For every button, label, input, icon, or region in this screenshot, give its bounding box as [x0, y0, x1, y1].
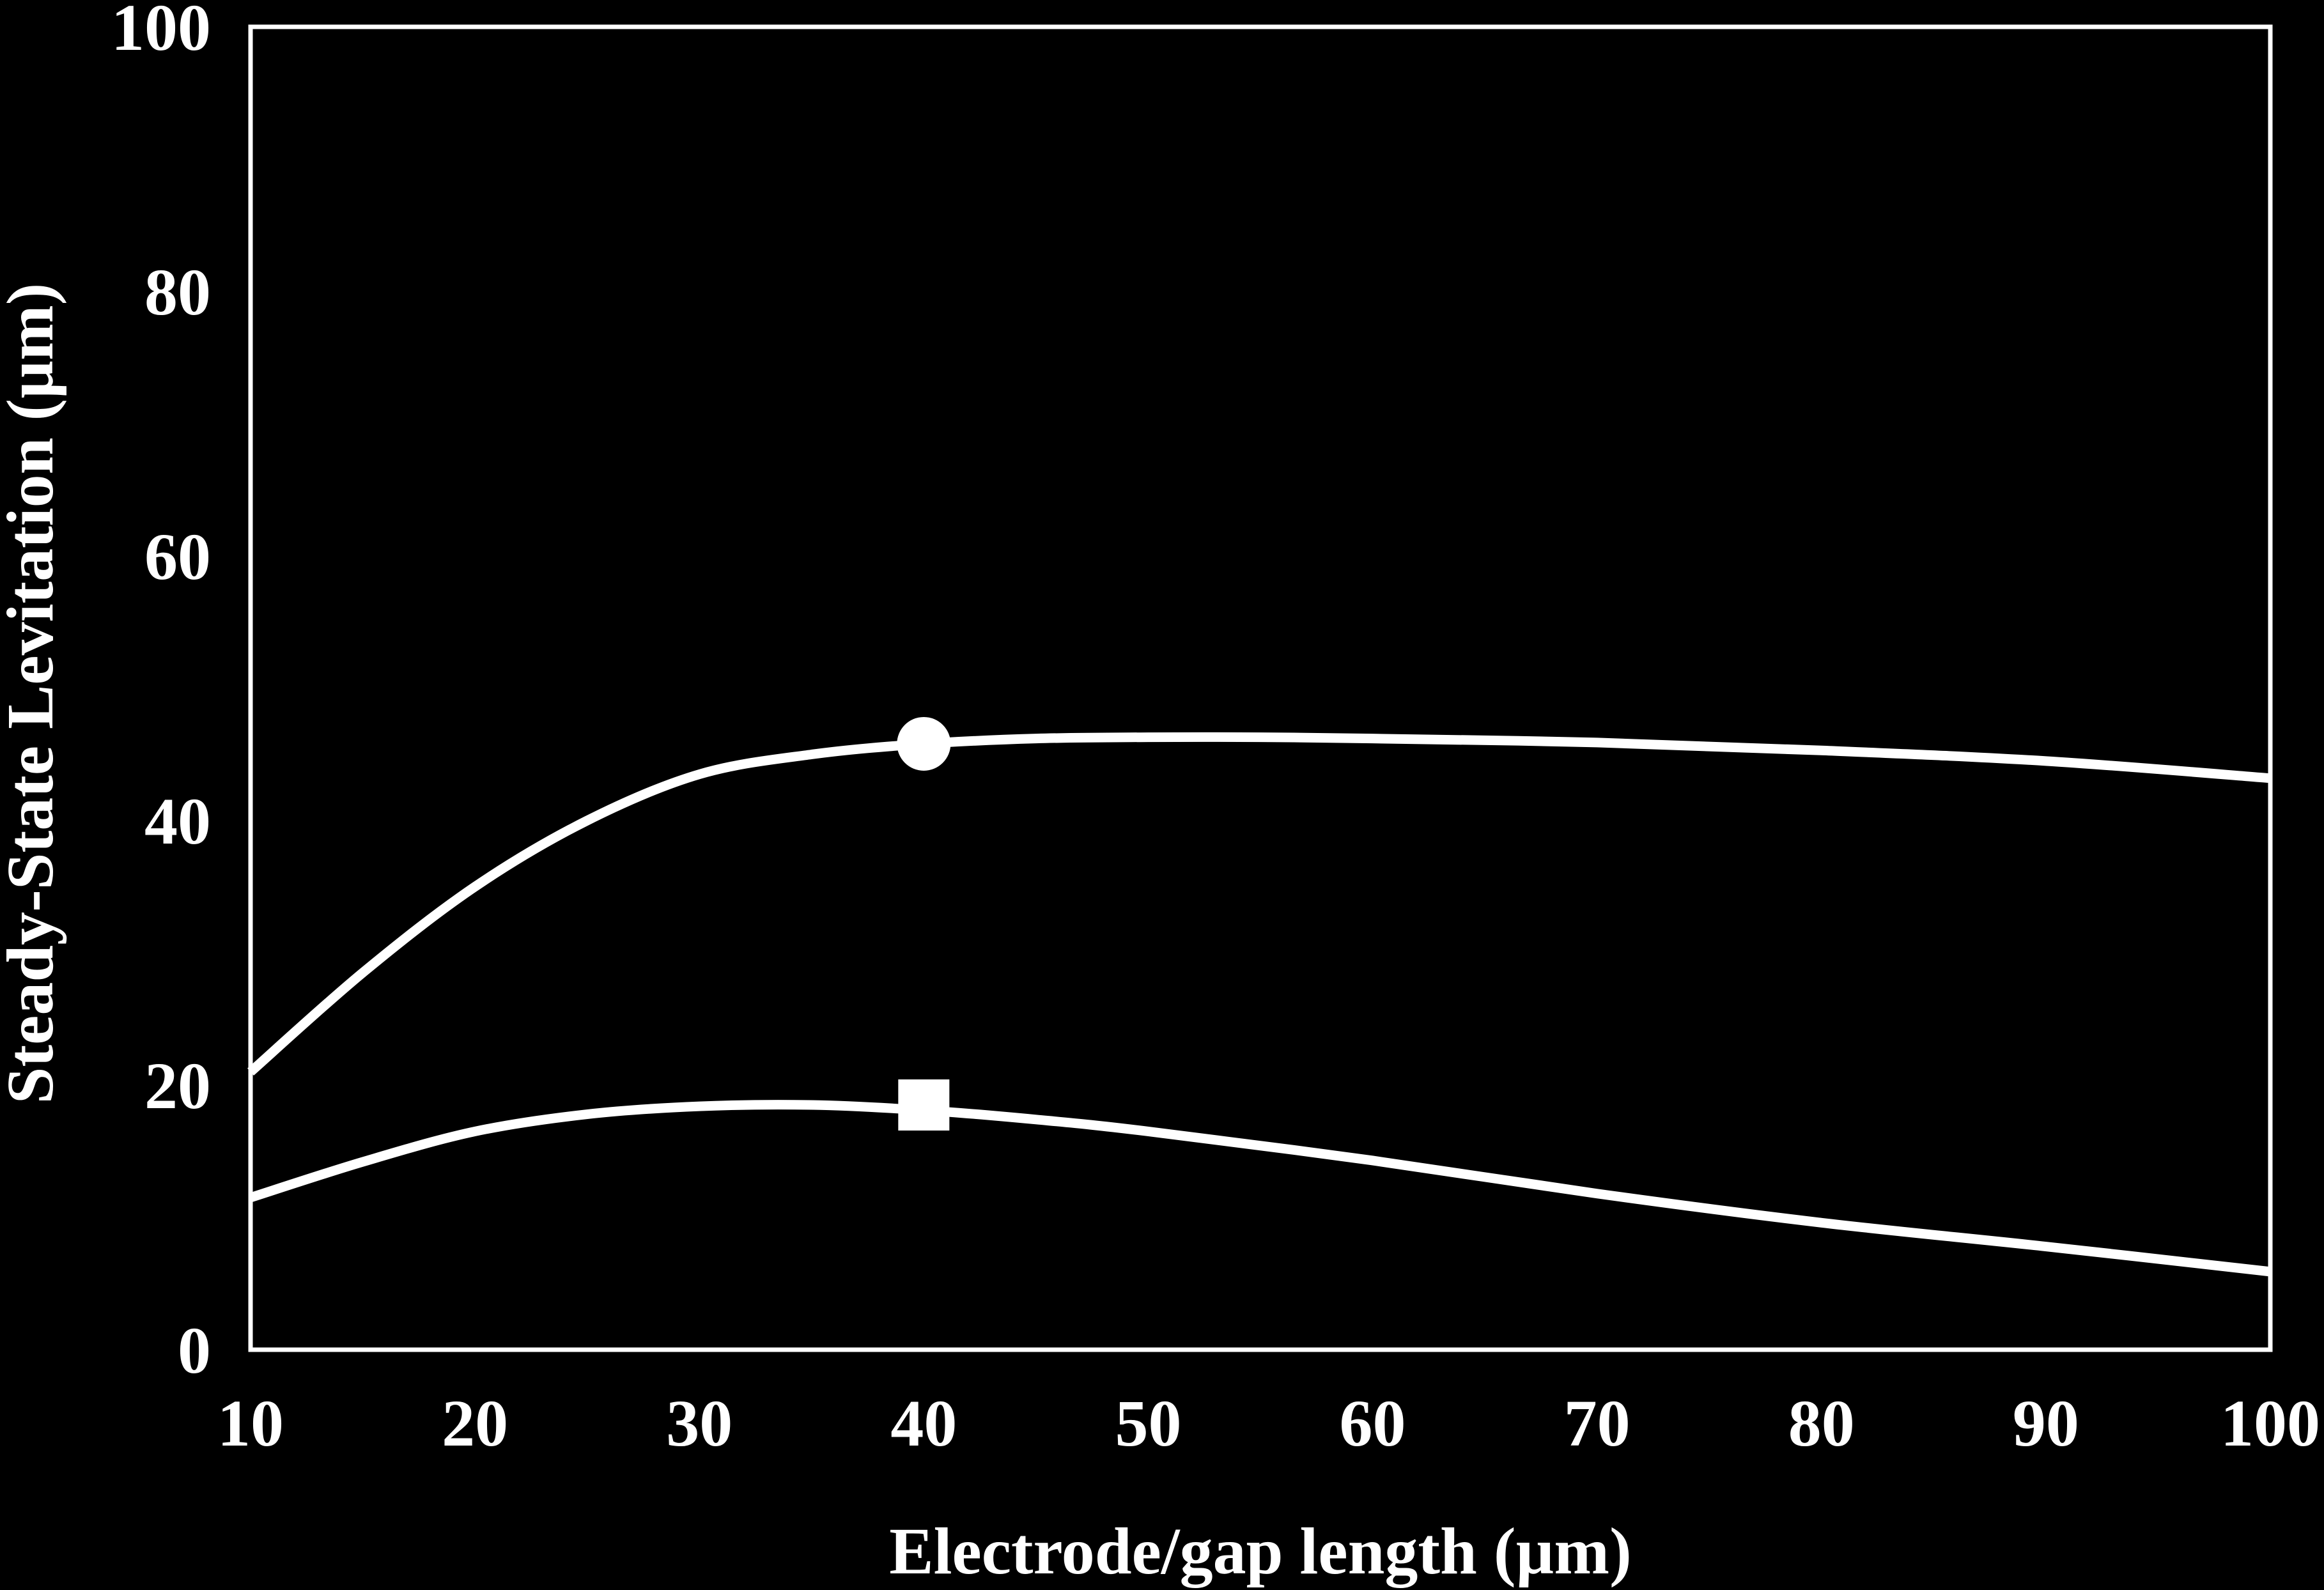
x-tick-label: 60 — [1340, 1387, 1406, 1460]
series-line-2 — [249, 1100, 2271, 1277]
y-axis-title: Steady-State Levitation (µm) — [0, 283, 67, 1104]
x-tick-label: 50 — [1115, 1387, 1181, 1460]
y-tick-label: 80 — [144, 256, 211, 329]
y-tick-label: 0 — [178, 1314, 211, 1387]
series-line-1 — [247, 732, 2271, 1076]
x-axis-title: Electrode/gap length (µm) — [889, 1515, 1631, 1588]
x-tick-label: 10 — [217, 1387, 284, 1460]
x-tick-label: 70 — [1564, 1387, 1631, 1460]
x-tick-label: 100 — [2220, 1387, 2320, 1460]
x-tick-label: 40 — [890, 1387, 957, 1460]
y-axis-ticks: 0 20 40 60 80 100 — [111, 0, 211, 1387]
y-tick-label: 100 — [111, 0, 211, 65]
series-layer — [247, 716, 2271, 1277]
y-tick-label: 60 — [144, 520, 211, 594]
y-tick-label: 40 — [144, 785, 211, 858]
plot-area-frame — [248, 24, 2273, 1352]
x-tick-label: 20 — [442, 1387, 508, 1460]
x-tick-label: 80 — [1788, 1387, 1855, 1460]
y-tick-label: 20 — [144, 1049, 211, 1123]
series-2-square-marker — [898, 1079, 950, 1131]
x-axis-ticks: 10 20 30 40 50 60 70 80 90 100 — [217, 1387, 2320, 1460]
series-1-circle-marker — [897, 716, 951, 771]
x-tick-label: 30 — [666, 1387, 732, 1460]
x-tick-label: 90 — [2013, 1387, 2079, 1460]
